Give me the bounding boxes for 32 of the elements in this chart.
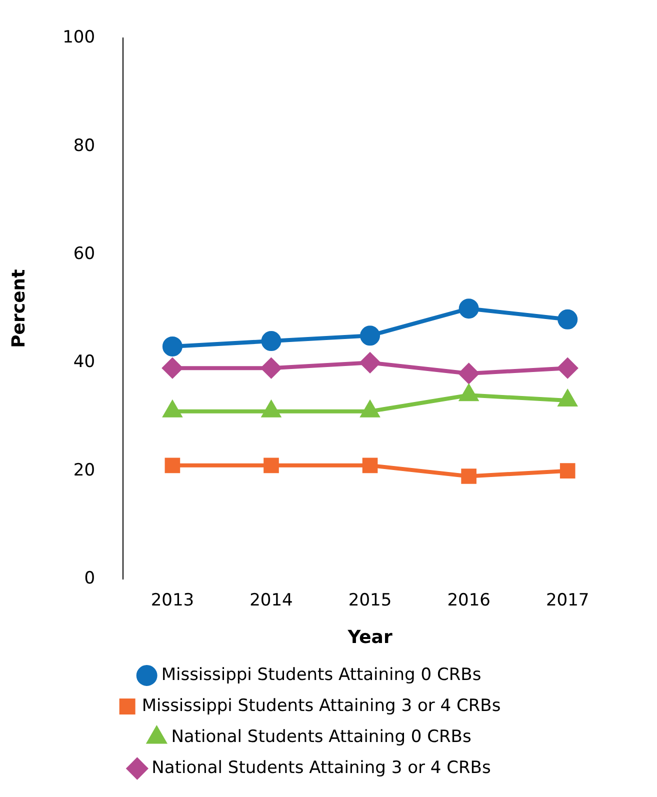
point bbox=[558, 358, 578, 378]
point bbox=[458, 298, 479, 319]
x-tick-label: 2014 bbox=[250, 590, 293, 611]
point bbox=[558, 309, 578, 330]
point bbox=[458, 363, 479, 384]
x-tick-label: 2016 bbox=[447, 590, 490, 611]
point bbox=[362, 458, 378, 474]
point bbox=[162, 336, 182, 356]
legend-label: National Students Attaining 0 CRBs bbox=[171, 726, 472, 747]
point bbox=[264, 458, 279, 474]
point bbox=[360, 326, 380, 346]
point bbox=[560, 463, 576, 478]
point bbox=[261, 331, 282, 352]
point bbox=[162, 358, 182, 378]
y-tick-label: 60 bbox=[73, 244, 96, 264]
x-tick-label: 2013 bbox=[150, 590, 194, 611]
x-axis-title: Year bbox=[346, 626, 392, 648]
y-tick-label: 80 bbox=[73, 136, 96, 156]
y-axis-title: Percent bbox=[8, 268, 30, 348]
x-tick-label: 2015 bbox=[348, 590, 392, 611]
legend-label: Mississippi Students Attaining 3 or 4 CRBs bbox=[142, 696, 501, 716]
x-tick-label: 2017 bbox=[546, 590, 590, 611]
y-tick-label: 20 bbox=[73, 460, 96, 480]
point bbox=[461, 468, 476, 484]
y-tick-label: 0 bbox=[84, 568, 96, 588]
point bbox=[360, 352, 380, 373]
point bbox=[261, 358, 282, 378]
y-tick-label: 40 bbox=[73, 352, 96, 372]
point bbox=[164, 458, 180, 474]
legend-label: National Students Attaining 3 or 4 CRBs bbox=[152, 758, 491, 778]
legend-label: Mississippi Students Attaining 0 CRBs bbox=[161, 664, 482, 685]
y-tick-label: 100 bbox=[62, 28, 96, 48]
